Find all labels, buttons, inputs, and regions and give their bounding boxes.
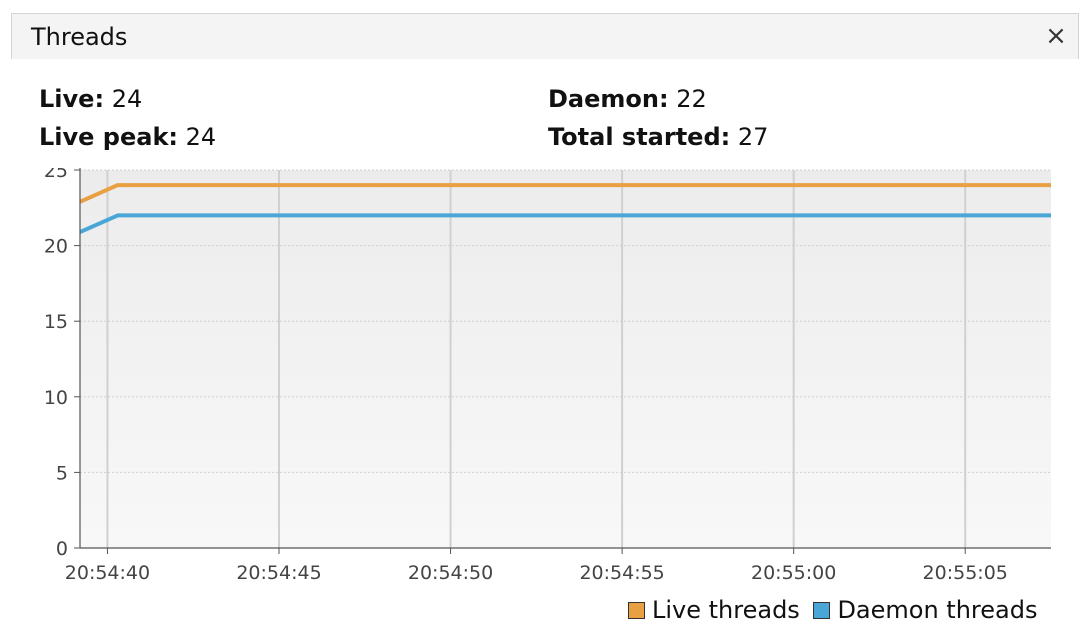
stat-live-peak-value: 24	[185, 123, 217, 151]
legend-label-live-threads: Live threads	[652, 596, 800, 624]
y-tick-label: 20	[44, 236, 68, 258]
legend-item-daemon-threads[interactable]: Daemon threads	[813, 596, 1037, 624]
stat-daemon: Daemon: 22	[548, 85, 707, 113]
x-tick-label: 20:54:55	[579, 562, 664, 584]
stat-daemon-value: 22	[676, 85, 707, 113]
y-tick-label: 5	[56, 462, 68, 484]
x-tick-label: 20:55:00	[751, 562, 836, 584]
stat-live-peak: Live peak: 24	[39, 123, 216, 151]
series-line-live-threads	[80, 183, 1051, 204]
stat-live: Live: 24	[39, 85, 142, 113]
series-line-daemon-threads	[80, 213, 1051, 234]
threads-chart-svg: 0 5 10 15 20 25 20:54:40 20:54:45 20:54:50 20:54:…	[44, 160, 1051, 584]
stat-total-started-value: 27	[737, 123, 769, 151]
close-icon[interactable]: ×	[1045, 21, 1067, 51]
axes: 0 5 10 15 20 25 20:54:40 20:54:45 20:54:50 20:54:…	[44, 160, 1051, 584]
legend-item-live-threads[interactable]: Live threads	[628, 596, 800, 624]
series-lines	[80, 183, 1051, 234]
grid-lines	[80, 169, 1051, 548]
legend-label-daemon-threads: Daemon threads	[837, 596, 1038, 624]
x-tick-label: 20:54:45	[236, 562, 321, 584]
legend-swatch-live-threads	[628, 602, 645, 619]
stat-live-label: Live:	[39, 85, 105, 113]
y-tick-label: 10	[44, 387, 68, 409]
x-tick-label: 20:55:05	[923, 562, 1008, 584]
x-tick-label: 20:54:50	[408, 562, 493, 584]
plot-background	[80, 170, 1051, 548]
stat-daemon-label: Daemon:	[548, 85, 669, 113]
y-tick-label: 0	[56, 538, 68, 560]
y-tick-label: 15	[44, 311, 68, 333]
threads-chart: 0 5 10 15 20 25 20:54:40 20:54:45 20:54:50 20:54:…	[0, 160, 1082, 588]
stat-live-value: 24	[111, 85, 143, 113]
chart-legend: Live threads Daemon threads	[628, 596, 1043, 624]
y-tick-label: 25	[44, 168, 68, 182]
x-tick-label: 20:54:40	[65, 562, 150, 584]
stat-total-started-label: Total started:	[548, 123, 731, 151]
panel-title: Threads	[31, 23, 128, 51]
threads-panel-header: Threads ×	[11, 13, 1079, 59]
legend-swatch-daemon-threads	[813, 602, 831, 619]
stat-live-peak-label: Live peak:	[39, 123, 179, 151]
stat-total-started: Total started: 27	[548, 123, 768, 151]
